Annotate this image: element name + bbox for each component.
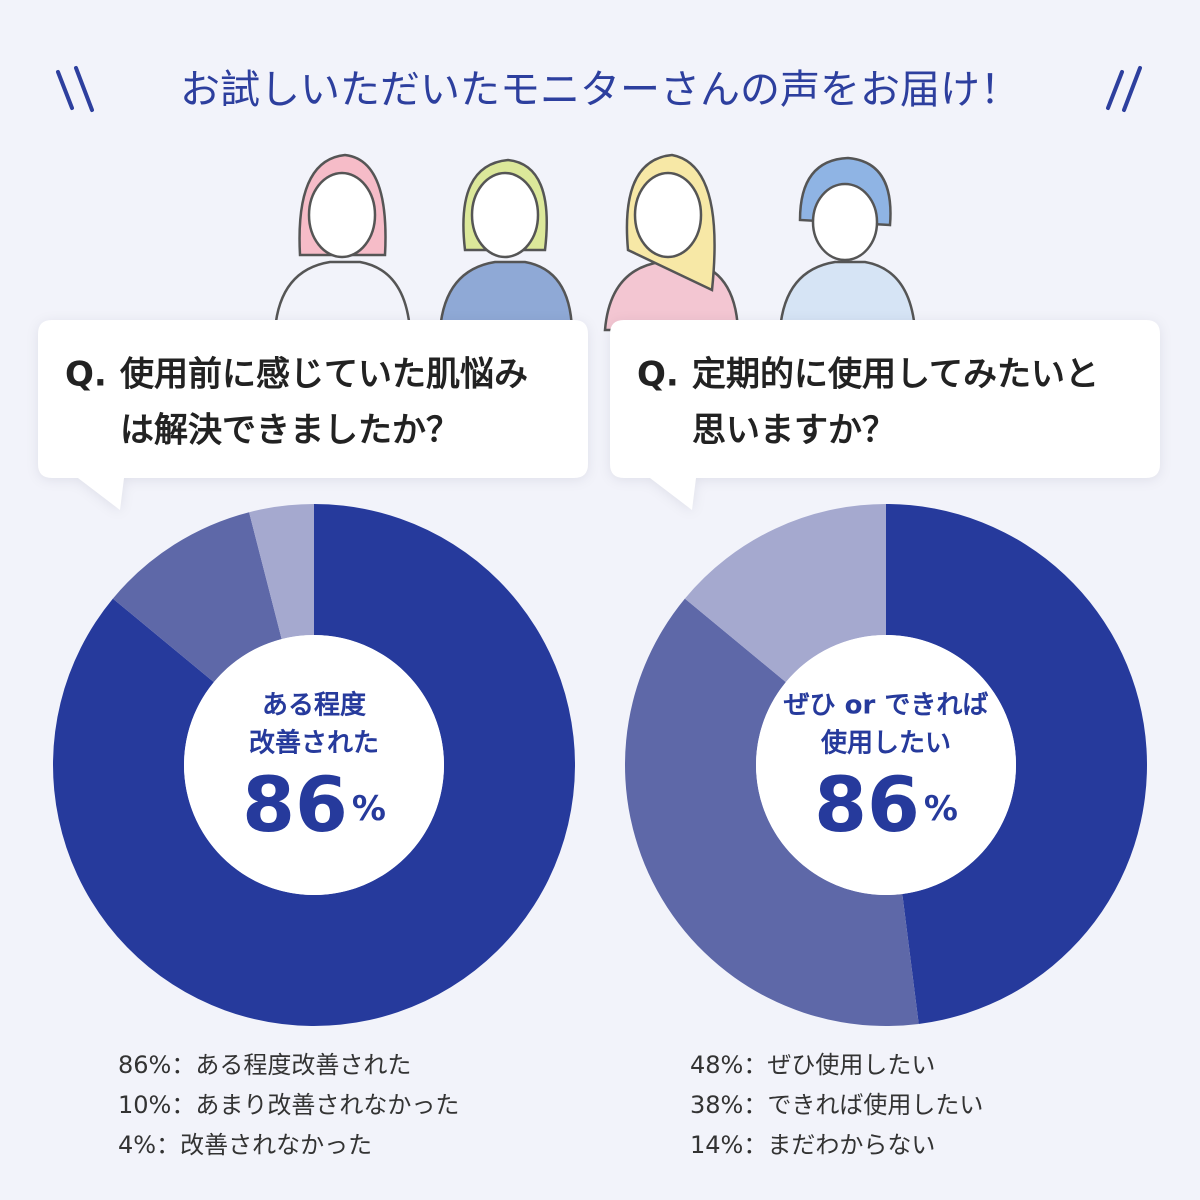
- legend-label: ぜひ使用したい: [767, 1051, 935, 1079]
- question: 使用前に感じていた肌悩み: [119, 355, 528, 395]
- center-number: 86: [814, 760, 920, 849]
- question: は解決できましたか？: [120, 411, 460, 451]
- legend-entry: 14%：まだわからない: [690, 1131, 935, 1159]
- legend-entry: 4%：改善されなかった: [118, 1131, 372, 1159]
- question: 定期的に使用してみたいと: [692, 355, 1099, 395]
- legend-value: 48%: [690, 1051, 743, 1079]
- legend-label: まだわからない: [767, 1131, 935, 1159]
- pie-slice: [52, 504, 575, 1026]
- pie-slice: [886, 504, 1147, 1024]
- question-prefix: Q.: [637, 355, 679, 395]
- center-number: 86: [242, 760, 348, 849]
- center-label: ある程度: [262, 690, 366, 721]
- illustration: [273, 153, 917, 332]
- center-value: 86%: [814, 760, 958, 849]
- speech-bubble: [38, 320, 588, 510]
- legend-value: 4%: [118, 1131, 156, 1159]
- legend-separator: ：: [171, 1091, 195, 1119]
- legend-value: 38%: [690, 1091, 743, 1119]
- legend-entry: 10%：あまり改善されなかった: [118, 1091, 459, 1119]
- legend-separator: ：: [743, 1091, 767, 1119]
- title-decoration: [56, 66, 1142, 112]
- legend-entry: 86%：ある程度改善された: [118, 1051, 411, 1079]
- center-unit: %: [924, 789, 958, 829]
- legend-label: ある程度改善された: [195, 1051, 411, 1079]
- legend-label: できれば使用したい: [767, 1091, 983, 1119]
- charts: Q. 使用前に感じていた肌悩みは解決できましたか？86%：ある程度改善された10%…: [38, 320, 1160, 1159]
- pie-slice: [112, 512, 282, 683]
- question: 思いますか？: [692, 411, 896, 451]
- center-label: ぜひ or できれば: [784, 691, 989, 721]
- center-label: 改善された: [249, 728, 379, 759]
- donut-hole: [756, 635, 1016, 895]
- chart-panel: Q. 定期的に使用してみたいと思いますか？48%：ぜひ使用したい38%：できれば使…: [610, 320, 1160, 1159]
- center-label: 使用したい: [820, 729, 951, 759]
- legend-entry: 38%：できれば使用したい: [690, 1091, 983, 1119]
- legend-entry: 48%：ぜひ使用したい: [690, 1051, 935, 1079]
- center-value: 86%: [242, 760, 386, 849]
- chart-panel: Q. 使用前に感じていた肌悩みは解決できましたか？86%：ある程度改善された10%…: [38, 320, 588, 1159]
- pie-slice: [249, 504, 314, 640]
- legend-value: 14%: [690, 1131, 743, 1159]
- pie-slice: [624, 598, 919, 1026]
- legend-separator: ：: [171, 1051, 195, 1079]
- pie-slice: [684, 504, 886, 683]
- legend-label: 改善されなかった: [180, 1131, 372, 1159]
- legend-label: あまり改善されなかった: [195, 1091, 459, 1119]
- legend-separator: ：: [743, 1051, 767, 1079]
- question-prefix: Q.: [65, 355, 107, 395]
- donut-hole: [184, 635, 444, 895]
- legend-separator: ：: [743, 1131, 767, 1159]
- legend-separator: ：: [156, 1131, 180, 1159]
- speech-bubble: [610, 320, 1160, 510]
- legend-value: 10%: [118, 1091, 171, 1119]
- center-unit: %: [352, 789, 386, 829]
- legend-value: 86%: [118, 1051, 171, 1079]
- title: お試しいただいたモニターさんの声をお届け！: [180, 67, 1020, 113]
